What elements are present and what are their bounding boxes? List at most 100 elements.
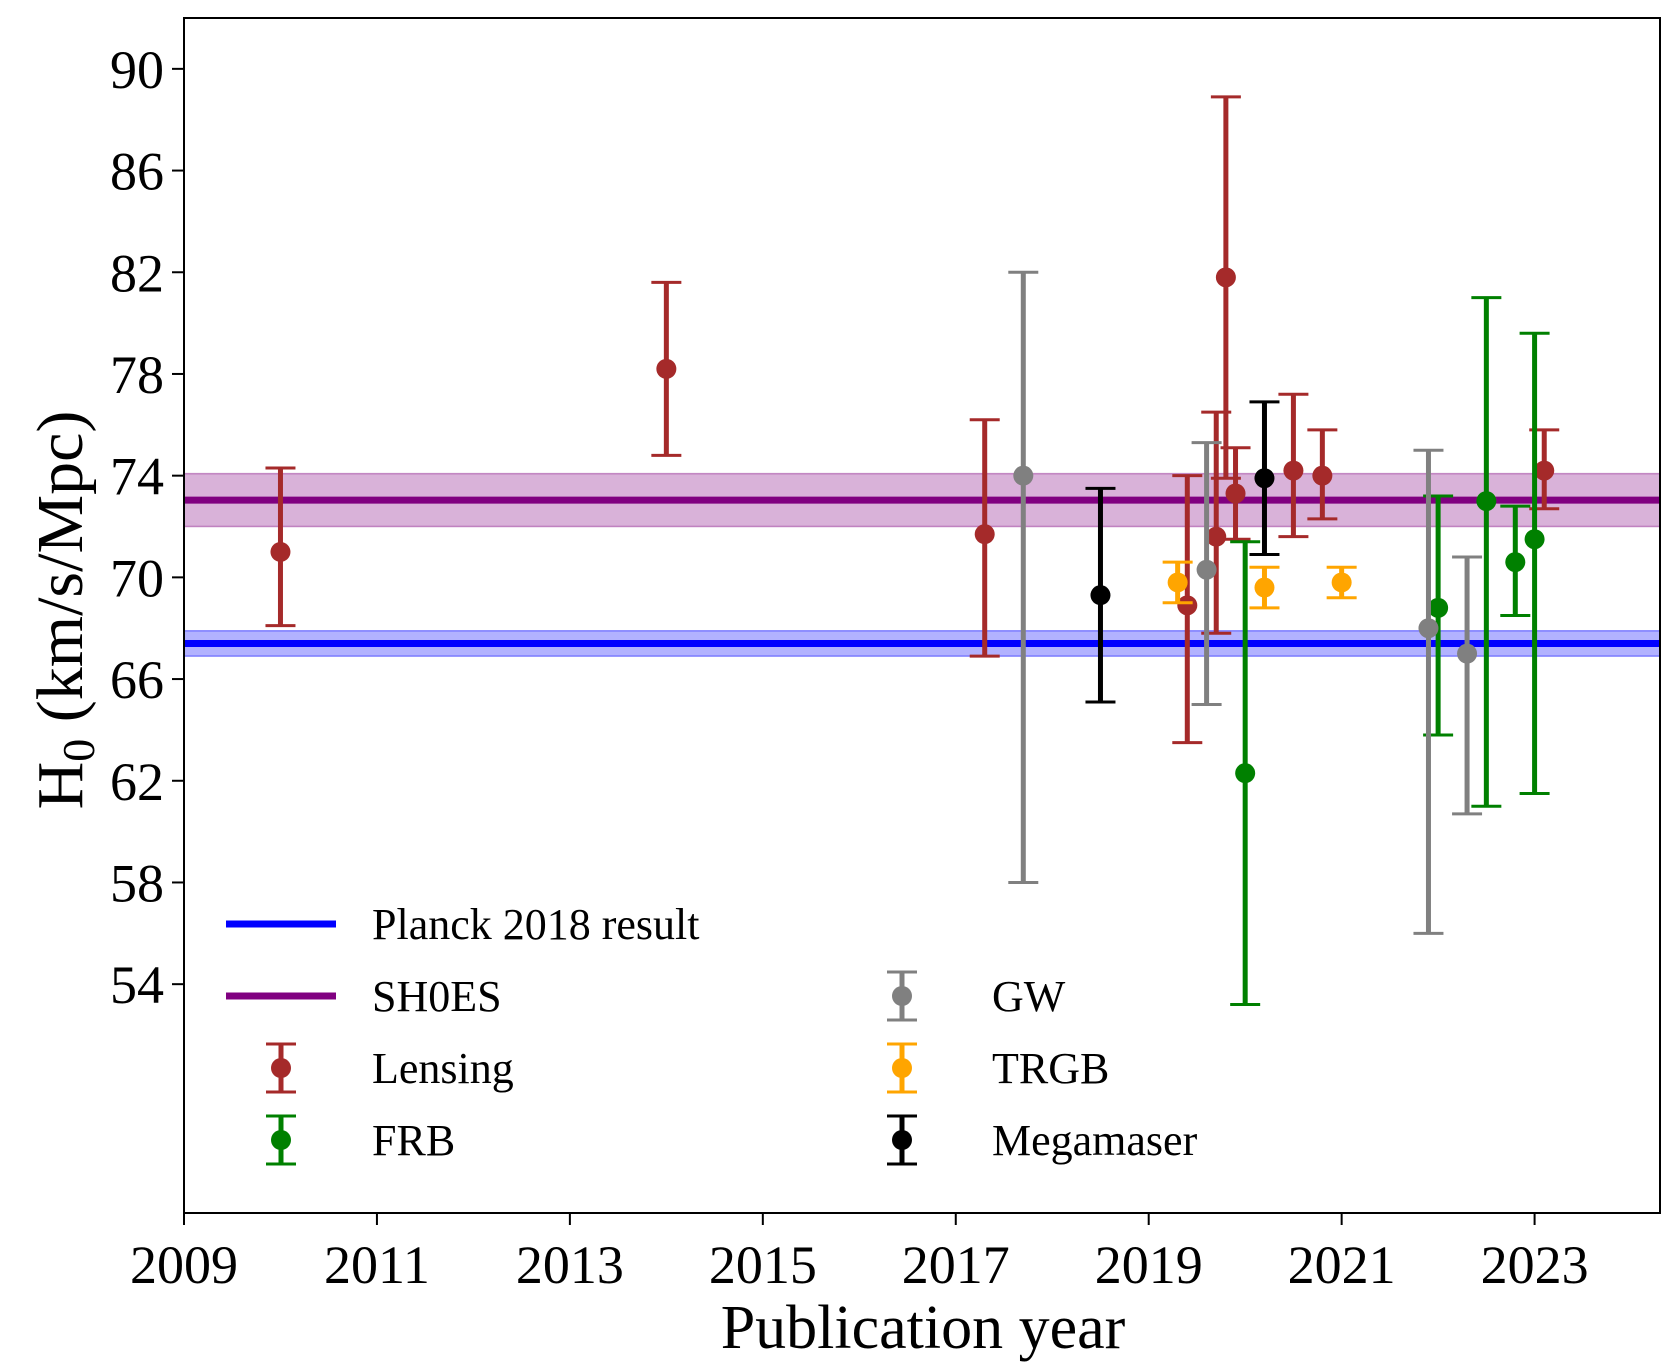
x-tick-label: 2021 [1288, 1235, 1396, 1295]
legend-swatch-trgb-marker [892, 1058, 912, 1078]
gw-point-2-marker [1196, 559, 1217, 580]
frb-point-3-marker [1476, 491, 1497, 512]
lensing-point-7 [1220, 446, 1251, 541]
trgb-point-3 [1326, 565, 1357, 600]
megamaser-point-2 [1249, 400, 1280, 556]
frb-point-4-marker [1505, 552, 1526, 573]
axis-ticks: 2009 2011 2013 2015 2017 2019 2021 2023 54 58 62 66… [110, 40, 1589, 1295]
gw-point-2 [1191, 441, 1222, 706]
lensing-point-6 [1210, 95, 1241, 480]
megamaser-point-1 [1085, 486, 1116, 704]
x-tick-label: 2019 [1095, 1235, 1203, 1295]
gw-point-3 [1413, 448, 1444, 935]
frb-series [1230, 296, 1550, 1007]
legend-label-planck-2018-result: Planck 2018 result [372, 900, 700, 949]
lensing-point-5 [1201, 410, 1232, 635]
legend-item-planck-2018-result: Planck 2018 result [226, 900, 700, 949]
gw-point-4-marker [1457, 643, 1478, 664]
frb-point-1-marker [1235, 763, 1256, 784]
y-axis-label: H0 (km/s/Mpc) [24, 411, 104, 810]
trgb-point-3-marker [1331, 572, 1352, 593]
y-tick-label: 82 [110, 243, 164, 303]
trgb-point-2-marker [1254, 577, 1275, 598]
x-tick-label: 2011 [324, 1235, 430, 1295]
y-tick-label: 66 [110, 650, 164, 710]
legend-item-lensing: Lensing [266, 1042, 514, 1094]
legend-label-gw: GW [992, 972, 1066, 1021]
legend-swatch-trgb [887, 1042, 917, 1094]
x-tick-label: 2013 [516, 1235, 624, 1295]
y-tick-label: 86 [110, 142, 164, 202]
legend-swatch-lensing [266, 1042, 296, 1094]
frb-point-2-marker [1428, 597, 1449, 618]
y-axis-label-main: H [24, 762, 97, 810]
gw-point-3-marker [1418, 618, 1439, 639]
lensing-point-8 [1278, 392, 1309, 539]
lensing-point-9-marker [1312, 465, 1333, 486]
lensing-point-1-marker [270, 541, 291, 562]
legend-swatch-frb-marker [271, 1130, 291, 1150]
reference-bands [183, 472, 1661, 657]
lensing-point-7-marker [1225, 483, 1246, 504]
megamaser-series [1085, 400, 1280, 704]
data-points [265, 95, 1560, 1007]
megamaser-point-2-marker [1254, 468, 1275, 489]
legend-label-lensing: Lensing [372, 1044, 514, 1093]
legend-item-gw: GW [887, 970, 1066, 1022]
megamaser-point-1-marker [1090, 585, 1111, 606]
lensing-point-2-marker [656, 358, 677, 379]
legend-swatch-lensing-marker [271, 1058, 291, 1078]
legend-label-frb: FRB [372, 1116, 455, 1165]
legend-swatch-megamaser-marker [892, 1130, 912, 1150]
plot-frame [183, 17, 1661, 1214]
x-tick-label: 2023 [1481, 1235, 1589, 1295]
gw-series [1008, 270, 1483, 935]
legend-item-sh0es: SH0ES [226, 972, 502, 1021]
legend-label-trgb: TRGB [992, 1044, 1109, 1093]
lensing-point-2 [651, 280, 682, 457]
legend-item-frb: FRB [266, 1114, 455, 1166]
frb-point-5 [1519, 331, 1550, 795]
y-tick-label: 78 [110, 345, 164, 405]
gw-point-1 [1008, 270, 1039, 884]
lensing-point-4 [1172, 474, 1203, 745]
frb-point-3 [1471, 296, 1502, 808]
legend-swatch-gw [887, 970, 917, 1022]
y-tick-label: 70 [110, 548, 164, 608]
y-axis-label-subscript: 0 [53, 739, 104, 762]
gw-point-4 [1452, 555, 1483, 816]
legend-item-megamaser: Megamaser [887, 1114, 1198, 1166]
frb-point-1 [1230, 540, 1261, 1007]
lensing-point-9 [1307, 428, 1338, 521]
x-tick-label: 2009 [130, 1235, 238, 1295]
legend-swatch-megamaser [887, 1114, 917, 1166]
legend-swatch-gw-marker [892, 986, 912, 1006]
x-tick-label: 2017 [902, 1235, 1010, 1295]
x-axis-label: Publication year [721, 1294, 1126, 1362]
lensing-point-8-marker [1283, 460, 1304, 481]
y-tick-label: 74 [110, 447, 164, 507]
lensing-point-6-marker [1215, 267, 1236, 288]
legend-item-trgb: TRGB [887, 1042, 1109, 1094]
y-axis-label-units: (km/s/Mpc) [24, 411, 97, 739]
gw-point-1-marker [1013, 465, 1034, 486]
y-tick-label: 58 [110, 853, 164, 913]
lensing-point-10-marker [1534, 460, 1555, 481]
y-tick-label: 62 [110, 752, 164, 812]
trgb-point-1 [1162, 560, 1193, 605]
x-tick-label: 2015 [709, 1235, 817, 1295]
y-tick-label: 54 [110, 955, 164, 1015]
legend-label-megamaser: Megamaser [992, 1116, 1198, 1165]
lensing-point-3-marker [974, 524, 995, 545]
y-tick-label: 90 [110, 40, 164, 100]
legend: Planck 2018 result SH0ES Lensing FRB GW TRGB M… [226, 900, 1198, 1166]
legend-swatch-frb [266, 1114, 296, 1166]
lensing-series [265, 95, 1560, 745]
trgb-point-1-marker [1167, 572, 1188, 593]
lensing-point-3 [969, 418, 1000, 658]
lensing-point-1 [265, 466, 296, 628]
lensing-point-5-marker [1206, 526, 1227, 547]
trgb-series [1162, 560, 1357, 610]
